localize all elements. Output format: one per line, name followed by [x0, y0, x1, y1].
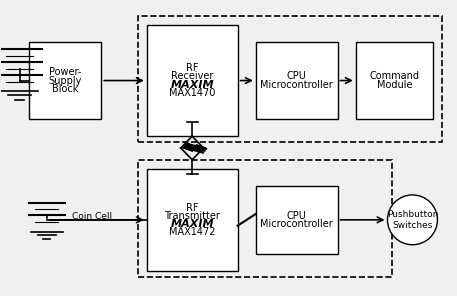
Text: RF: RF [186, 63, 198, 73]
Text: Microcontroller: Microcontroller [260, 80, 333, 90]
Text: CPU: CPU [287, 71, 307, 81]
Text: Module: Module [377, 80, 412, 90]
Text: MAX1472: MAX1472 [169, 227, 215, 237]
FancyBboxPatch shape [256, 186, 338, 254]
Text: Command: Command [369, 71, 419, 81]
FancyBboxPatch shape [256, 42, 338, 119]
Ellipse shape [388, 195, 437, 245]
Text: Receiver: Receiver [171, 71, 213, 81]
Text: Coin Cell: Coin Cell [72, 213, 112, 221]
Text: Block: Block [52, 84, 78, 94]
Text: CPU: CPU [287, 211, 307, 221]
Text: Pushbutton
Switches: Pushbutton Switches [387, 210, 438, 229]
Text: MAX1470: MAX1470 [169, 88, 215, 98]
Text: RF: RF [186, 202, 198, 213]
Text: Microcontroller: Microcontroller [260, 219, 333, 229]
Text: MAXIM: MAXIM [170, 80, 214, 90]
Text: Supply: Supply [48, 75, 82, 86]
Text: Power-: Power- [49, 67, 81, 77]
FancyBboxPatch shape [147, 25, 238, 136]
FancyBboxPatch shape [147, 168, 238, 271]
FancyBboxPatch shape [356, 42, 433, 119]
FancyBboxPatch shape [29, 42, 101, 119]
Text: MAXIM: MAXIM [170, 219, 214, 229]
Text: Transmitter: Transmitter [164, 211, 220, 221]
